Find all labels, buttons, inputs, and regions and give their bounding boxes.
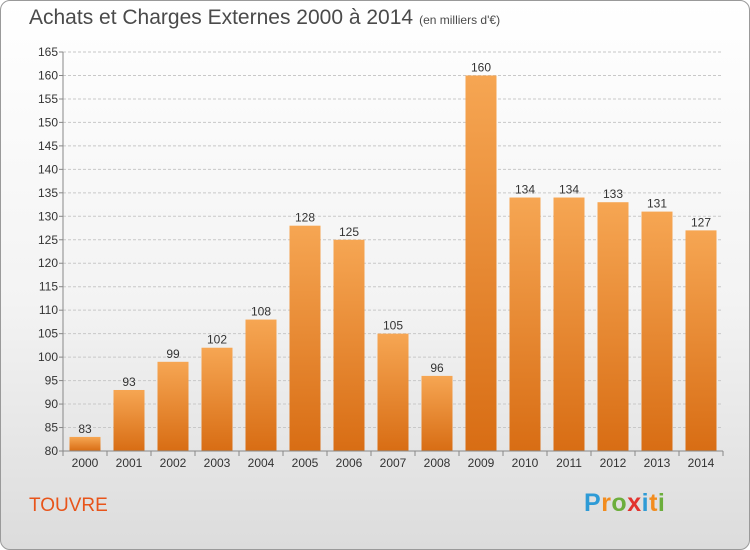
data-label: 128 [295,211,315,225]
data-label: 83 [78,422,92,436]
x-tick-label: 2010 [512,456,539,470]
x-tick-label: 2011 [556,456,582,470]
place-name: TOUVRE [29,495,108,516]
y-tick-label: 165 [38,45,58,59]
y-tick-label: 110 [39,303,58,317]
x-tick-label: 2008 [424,456,451,470]
bar [113,389,145,451]
data-label: 134 [559,183,579,197]
logo-letter: x [627,489,642,517]
x-tick-label: 2009 [468,456,495,470]
logo-letter: P [584,489,602,517]
y-tick-label: 160 [38,68,58,82]
data-labels: 83 93 99 102 108 128 125 105 96 160 134 134 133 131 12… [78,60,711,435]
chart-title-text: Achats et Charges Externes 2000 à 2014 [29,6,414,29]
x-tick-label: 2012 [600,456,627,470]
data-label: 125 [339,225,359,239]
chart-unit: (en milliers d'€) [419,13,501,27]
logo-letter: r [601,489,612,517]
y-tick-label: 80 [45,444,59,458]
data-label: 93 [122,375,136,389]
logo-letter: i [657,489,666,517]
data-label: 96 [430,361,444,375]
proxiti-logo: Proxiti [584,489,665,518]
bar [685,230,717,451]
y-tick-label: 150 [38,115,58,129]
bar [641,211,673,451]
x-tick-label: 2002 [160,456,187,470]
y-tick-label: 105 [38,327,58,341]
y-tick-label: 140 [38,162,58,176]
bar [245,319,277,451]
x-tick-label: 2005 [292,456,319,470]
bar [289,225,321,451]
logo-letter: t [649,489,658,517]
y-tick-label: 95 [45,374,59,388]
data-label: 160 [471,60,491,74]
y-tick-label: 115 [39,280,58,294]
bar [597,202,629,451]
x-tick-label: 2014 [688,456,715,470]
x-tick-label: 2007 [380,456,407,470]
bars [69,75,717,452]
data-label: 102 [207,333,227,347]
y-tick-label: 100 [38,350,58,364]
bar [377,333,409,451]
data-label: 131 [647,197,667,211]
y-tick-label: 120 [38,256,58,270]
bar [157,361,189,451]
y-tick-label: 130 [38,209,58,223]
chart-title: Achats et Charges Externes 2000 à 2014 (e… [29,6,500,30]
data-label: 127 [691,215,711,229]
x-tick-label: 2001 [116,456,143,470]
x-tick-label: 2006 [336,456,363,470]
y-tick-label: 125 [38,233,58,247]
x-tick-label: 2003 [204,456,231,470]
bar [201,347,233,451]
data-label: 108 [251,305,271,319]
x-tick-label: 2013 [644,456,671,470]
y-tick-label: 135 [38,186,58,200]
data-label: 105 [383,319,403,333]
data-label: 133 [603,187,623,201]
bar [421,375,453,451]
data-label: 134 [515,183,535,197]
axes: 80 85 90 95 100 105 110 115 120 125 130 135 140 145 15… [38,45,724,470]
bar [553,197,585,451]
logo-letter: i [641,489,650,517]
x-tick-label: 2000 [72,456,99,470]
bar [465,75,497,452]
y-tick-label: 90 [45,397,59,411]
bar [69,436,101,451]
bar [509,197,541,451]
data-label: 99 [166,347,180,361]
logo-letter: o [611,489,628,517]
x-tick-label: 2004 [248,456,275,470]
bar [333,239,365,451]
y-tick-label: 85 [45,421,59,435]
y-tick-label: 145 [38,139,58,153]
y-tick-label: 155 [38,92,58,106]
